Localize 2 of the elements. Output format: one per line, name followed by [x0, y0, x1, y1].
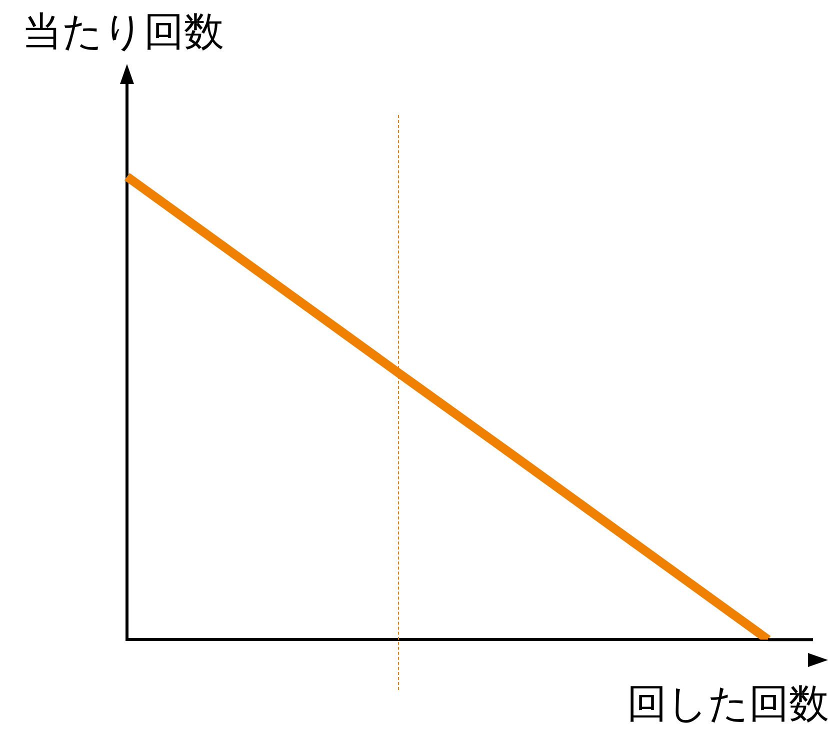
- x-axis-title: 回した回数: [627, 680, 829, 729]
- y-axis-title: 当たり回数: [22, 8, 224, 57]
